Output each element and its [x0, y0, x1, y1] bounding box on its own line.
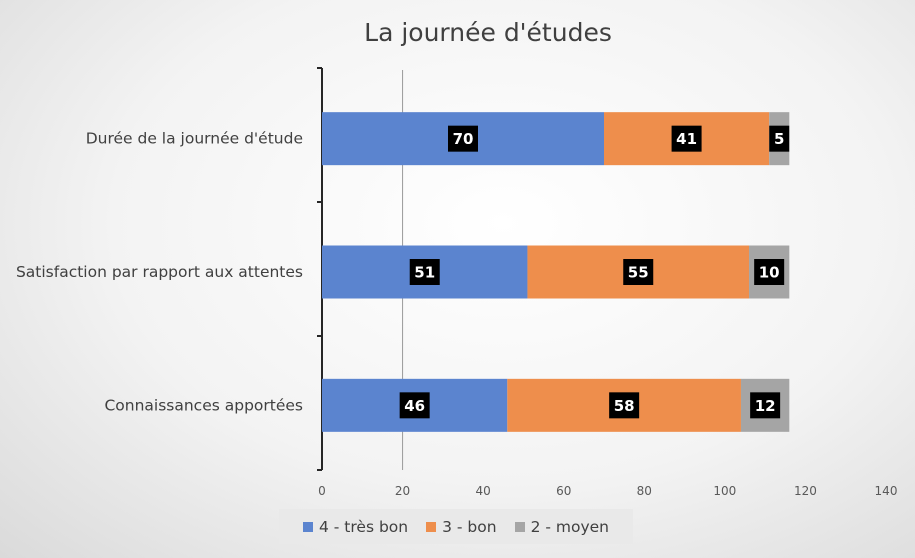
legend-label: 4 - très bon — [318, 517, 409, 536]
x-tick-label: 100 — [713, 484, 736, 498]
data-label: 51 — [414, 264, 435, 282]
data-label: 41 — [676, 130, 697, 148]
legend-swatch — [302, 521, 313, 532]
x-tick-label: 20 — [395, 484, 410, 498]
data-label: 10 — [759, 264, 780, 282]
x-tick-label: 40 — [476, 484, 491, 498]
data-label: 70 — [453, 130, 474, 148]
data-label-box — [448, 125, 478, 152]
data-label: 5 — [774, 130, 784, 148]
legend-item: 2 - moyen — [514, 517, 609, 536]
x-tick-label: 60 — [556, 484, 571, 498]
data-label: 12 — [755, 397, 776, 415]
data-label-box — [409, 259, 440, 285]
data-label: 55 — [628, 264, 649, 282]
legend-item: 4 - très bon — [302, 517, 409, 536]
data-label-box — [769, 125, 790, 152]
chart-legend: 4 - très bon 3 - bon 2 - moyen — [279, 509, 633, 544]
data-label-box — [399, 392, 430, 419]
category-label: Satisfaction par rapport aux attentes — [16, 263, 303, 281]
data-label-box — [671, 125, 702, 152]
category-label: Durée de la journée d'étude — [86, 130, 303, 148]
x-tick-label: 80 — [637, 484, 652, 498]
category-label: Connaissances apportées — [104, 396, 303, 414]
data-label: 58 — [614, 397, 635, 415]
data-label: 46 — [404, 397, 425, 415]
legend-item: 3 - bon — [426, 517, 497, 536]
x-tick-label: 120 — [794, 484, 817, 498]
x-tick-label: 0 — [318, 484, 326, 498]
legend-label: 3 - bon — [442, 517, 497, 536]
data-label-box — [750, 392, 781, 419]
data-label-box — [609, 392, 640, 419]
chart-title: La journée d'études — [364, 18, 612, 47]
legend-swatch — [514, 521, 525, 532]
data-label-box — [754, 259, 785, 285]
legend-label: 2 - moyen — [530, 517, 609, 536]
data-label-box — [623, 259, 654, 285]
x-tick-label: 140 — [875, 484, 898, 498]
legend-swatch — [426, 521, 437, 532]
